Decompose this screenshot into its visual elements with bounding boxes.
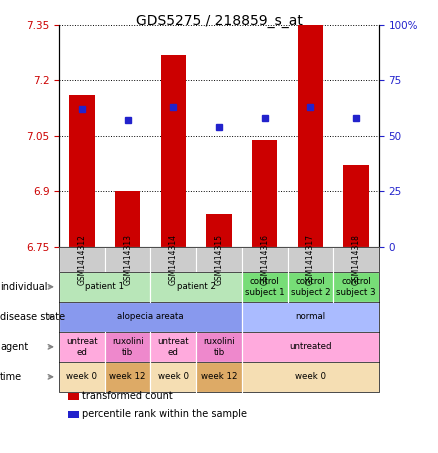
Text: GDS5275 / 218859_s_at: GDS5275 / 218859_s_at — [136, 14, 302, 28]
Text: week 12: week 12 — [201, 372, 237, 381]
Text: control
subject 1: control subject 1 — [245, 277, 285, 297]
Text: untreat
ed: untreat ed — [158, 337, 189, 357]
Bar — [252, 140, 277, 247]
Text: GSM1414318: GSM1414318 — [352, 234, 360, 285]
Bar — [161, 54, 186, 247]
Bar — [69, 95, 95, 247]
Text: week 0: week 0 — [67, 372, 98, 381]
Text: patient 1: patient 1 — [85, 282, 124, 291]
Text: week 0: week 0 — [158, 372, 189, 381]
Text: patient 2: patient 2 — [177, 282, 215, 291]
Text: GSM1414312: GSM1414312 — [78, 234, 86, 285]
Text: untreat
ed: untreat ed — [66, 337, 98, 357]
Text: week 0: week 0 — [295, 372, 326, 381]
Text: time: time — [0, 372, 22, 382]
Text: untreated: untreated — [289, 342, 332, 352]
Text: individual: individual — [0, 282, 47, 292]
Text: normal: normal — [295, 312, 325, 321]
Bar — [298, 25, 323, 247]
Text: alopecia areata: alopecia areata — [117, 312, 184, 321]
Text: GSM1414315: GSM1414315 — [215, 234, 223, 285]
Text: agent: agent — [0, 342, 28, 352]
Bar — [115, 192, 140, 247]
Text: ruxolini
tib: ruxolini tib — [112, 337, 144, 357]
Text: week 12: week 12 — [110, 372, 146, 381]
Text: GSM1414317: GSM1414317 — [306, 234, 315, 285]
Bar — [206, 214, 232, 247]
Text: control
subject 2: control subject 2 — [290, 277, 330, 297]
Text: ruxolini
tib: ruxolini tib — [203, 337, 235, 357]
Text: GSM1414316: GSM1414316 — [260, 234, 269, 285]
Text: GSM1414314: GSM1414314 — [169, 234, 178, 285]
Bar — [343, 165, 369, 247]
Text: disease state: disease state — [0, 312, 65, 322]
Text: GSM1414313: GSM1414313 — [123, 234, 132, 285]
Text: percentile rank within the sample: percentile rank within the sample — [82, 410, 247, 419]
Text: transformed count: transformed count — [82, 391, 173, 401]
Text: control
subject 3: control subject 3 — [336, 277, 376, 297]
